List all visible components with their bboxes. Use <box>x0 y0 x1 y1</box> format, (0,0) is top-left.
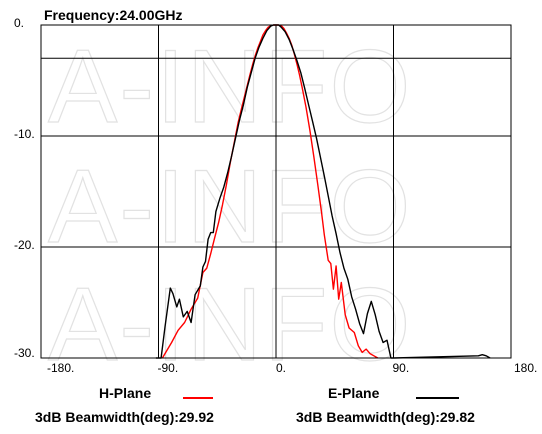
y-tick-label: 0. <box>14 16 24 30</box>
chart-title: Frequency:24.00GHz <box>44 7 183 23</box>
watermark-text: A-INFO <box>48 267 412 383</box>
x-tick-label: -90. <box>158 361 179 375</box>
legend-label-h-plane: H-Plane <box>99 385 151 401</box>
watermark: A-INFO A-INFO A-INFO <box>47 28 412 383</box>
x-tick-label: -180. <box>47 361 74 375</box>
y-tick-label: -10. <box>14 127 35 141</box>
beamwidth-h-plane: 3dB Beamwidth(deg):29.92 <box>35 409 214 425</box>
plot-area-border <box>40 24 512 359</box>
x-tick-label: 180. <box>514 361 537 375</box>
axis-tick-labels: 0. -10. -20. -30. -180. -90. 0. 90. 180. <box>14 16 537 375</box>
x-tick-label: 90. <box>393 361 410 375</box>
beamwidth-e-plane: 3dB Beamwidth(deg):29.82 <box>296 409 475 425</box>
y-tick-label: -30. <box>14 346 35 360</box>
legend-entry-e-plane: E-Plane 3dB Beamwidth(deg):29.82 <box>296 385 475 425</box>
watermark-text: A-INFO <box>48 29 412 145</box>
legend-entry-h-plane: H-Plane 3dB Beamwidth(deg):29.92 <box>35 385 214 425</box>
x-tick-label: 0. <box>276 361 286 375</box>
legend: H-Plane 3dB Beamwidth(deg):29.92 E-Plane… <box>35 385 475 425</box>
legend-label-e-plane: E-Plane <box>328 385 380 401</box>
y-tick-label: -20. <box>14 238 35 252</box>
